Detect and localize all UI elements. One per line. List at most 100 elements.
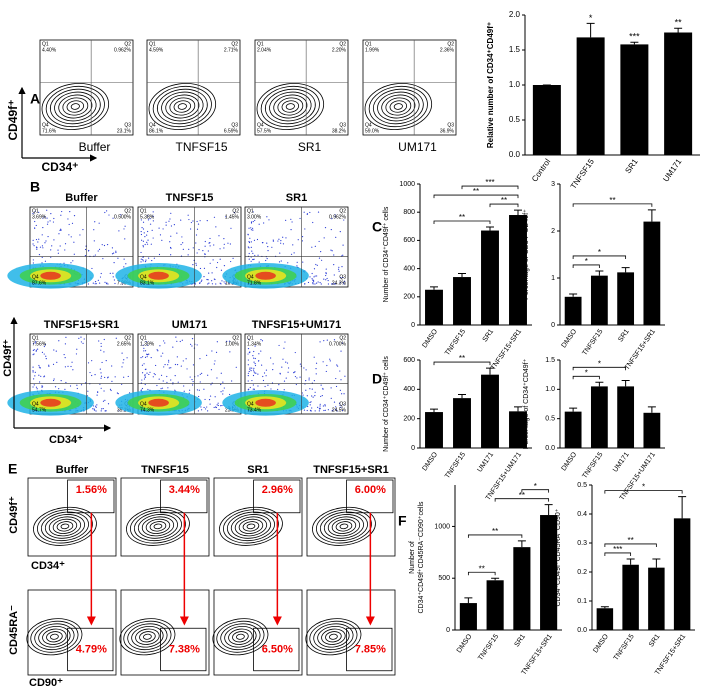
event-dot <box>141 364 144 366</box>
event-dot <box>68 223 70 226</box>
contour <box>58 94 93 119</box>
event-dot <box>249 351 251 354</box>
quadrant-value: 2.20% <box>332 47 347 53</box>
x-tick-label: DMSO <box>560 328 578 350</box>
event-dot <box>82 228 84 231</box>
event-dot <box>208 282 210 284</box>
axis-label: CD45RA⁻ <box>8 605 20 655</box>
event-dot <box>219 258 221 260</box>
event-dot <box>294 375 297 378</box>
significance-bracket <box>461 185 519 190</box>
event-dot <box>331 250 333 252</box>
event-dot <box>103 351 105 353</box>
event-dot <box>103 338 105 341</box>
contour <box>224 626 257 648</box>
event-dot <box>179 340 181 343</box>
event-dot <box>50 213 52 215</box>
event-dot <box>209 242 211 244</box>
event-dot <box>248 241 250 243</box>
quadrant-name: Q1 <box>32 335 39 341</box>
event-dot <box>76 387 78 390</box>
event-dot <box>180 365 182 367</box>
y-axis-label: CD34⁺CD49f⁺CD45RA⁻CD90⁺cells <box>418 501 425 614</box>
event-dot <box>257 373 259 375</box>
quadrant-value: 3.00% <box>247 214 262 220</box>
event-dot <box>310 410 312 412</box>
y-tick-label: 0.0 <box>545 445 555 452</box>
quadrant-value: 83.1% <box>140 280 155 286</box>
event-dot <box>44 260 46 262</box>
event-dot <box>93 229 95 231</box>
event-dot <box>100 272 102 275</box>
event-dot <box>118 230 120 232</box>
contour <box>313 623 354 651</box>
quadrant-name: Q4 <box>42 122 49 128</box>
event-dot <box>87 283 89 285</box>
event-dot <box>211 280 213 282</box>
event-dot <box>112 276 114 278</box>
contour <box>41 83 110 130</box>
event-dot <box>199 381 201 383</box>
event-dot <box>99 276 102 278</box>
event-dot <box>313 380 315 382</box>
event-dot <box>167 387 169 389</box>
contour <box>37 509 93 544</box>
event-dot <box>43 376 45 378</box>
event-dot <box>341 255 343 257</box>
density-plot <box>115 336 237 416</box>
event-dot <box>322 361 324 363</box>
event-dot <box>167 364 169 366</box>
event-dot <box>254 254 256 257</box>
quadrant-name: Q4 <box>247 401 254 407</box>
event-dot <box>251 250 253 252</box>
contour <box>393 103 403 110</box>
event-dot <box>32 343 35 345</box>
event-dot <box>247 380 249 382</box>
contour <box>152 85 212 128</box>
event-dot <box>104 211 106 214</box>
event-dot <box>36 247 38 249</box>
significance-bracket <box>604 543 657 547</box>
y-axis-label: Number of <box>409 541 416 574</box>
event-dot <box>180 219 182 221</box>
contour <box>219 506 283 546</box>
error-bar <box>600 606 609 609</box>
event-dot <box>32 259 34 261</box>
event-dot <box>124 225 126 227</box>
event-dot <box>305 369 307 371</box>
x-tick-label: TNFSF15 <box>477 633 500 662</box>
event-dot <box>123 228 125 230</box>
event-dot <box>142 228 145 230</box>
event-dot <box>257 254 259 256</box>
contour <box>228 628 253 645</box>
sample-name: SR1 <box>286 192 307 204</box>
contour <box>220 623 261 651</box>
event-dot <box>195 242 197 244</box>
event-dot <box>209 395 212 397</box>
event-dot <box>325 273 327 275</box>
y-tick-label: 0.0 <box>509 150 521 159</box>
event-dot <box>76 348 78 350</box>
event-dot <box>70 236 72 238</box>
quadrant-value: 4.59% <box>149 47 164 53</box>
gate-percent: 1.56% <box>76 484 107 496</box>
event-dot <box>192 380 194 383</box>
quadrant-name: Q3 <box>124 122 131 128</box>
event-dot <box>292 244 294 246</box>
event-dot <box>331 283 333 285</box>
event-dot <box>168 361 170 363</box>
event-dot <box>233 212 236 214</box>
sample-name: UM171 <box>172 319 207 331</box>
event-dot <box>82 342 84 344</box>
x-tick-label: DMSO <box>421 328 439 350</box>
event-dot <box>168 359 170 361</box>
contour <box>50 633 59 640</box>
event-dot <box>280 260 282 262</box>
quadrant-name: Q2 <box>232 208 239 214</box>
event-dot <box>314 410 316 412</box>
event-dot <box>172 346 174 348</box>
event-dot <box>123 376 125 378</box>
quadrant-value: 2.65% <box>117 341 132 347</box>
event-dot <box>182 242 184 244</box>
event-dot <box>73 215 76 217</box>
